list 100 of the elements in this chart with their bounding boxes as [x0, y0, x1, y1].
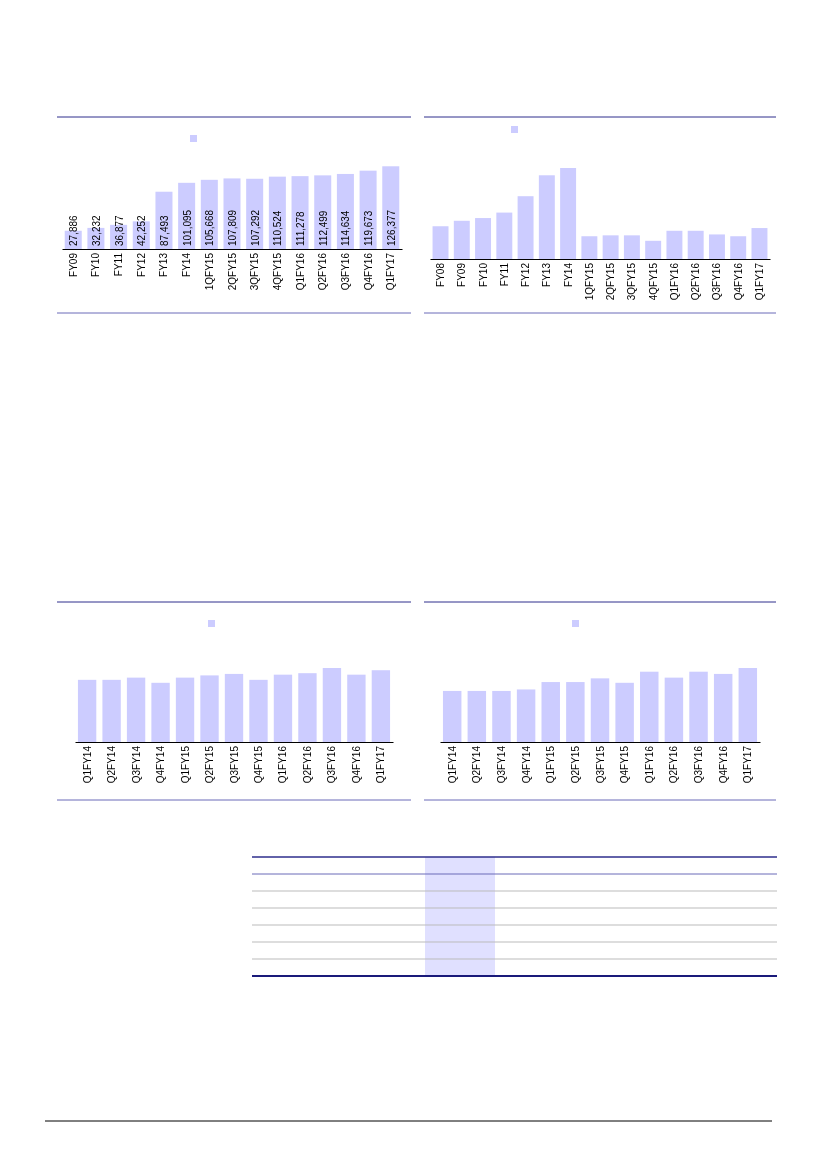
x-tick-label: Q4FY16 [362, 252, 374, 291]
x-tick-label: Q1FY16 [294, 252, 306, 291]
bar [738, 668, 758, 742]
x-tick-label: Q3FY15 [228, 745, 240, 784]
x-tick-label: FY13 [158, 252, 170, 277]
data-label: 32,232 [90, 214, 102, 246]
x-tick-label: Q4FY15 [619, 745, 631, 784]
x-tick-label: Q3FY16 [339, 252, 351, 291]
bar [223, 178, 241, 249]
bar [664, 677, 684, 742]
bar [224, 673, 244, 742]
x-tick-label: 3QFY15 [626, 262, 638, 301]
x-tick-label: Q2FY15 [569, 745, 581, 784]
x-tick-label: 4QFY15 [647, 262, 659, 301]
bar [615, 682, 634, 742]
data-label: 87,493 [158, 214, 170, 246]
x-tick-label: Q1FY15 [179, 745, 191, 784]
x-tick-label: Q2FY15 [204, 745, 216, 784]
x-tick-label: FY11 [113, 252, 125, 277]
x-tick-label: Q1FY17 [753, 262, 765, 301]
bar [602, 235, 619, 259]
data-label: 105,668 [204, 209, 216, 246]
data-label: 112,499 [317, 210, 329, 246]
bar [273, 674, 293, 742]
bar [453, 220, 470, 259]
bar [708, 234, 725, 259]
data-label: 107,292 [249, 209, 261, 246]
bar [126, 677, 146, 742]
bar [371, 670, 391, 742]
x-tick-label: FY12 [520, 262, 532, 287]
x-tick-label: Q4FY14 [520, 745, 532, 784]
x-tick-label: 1QFY15 [203, 252, 215, 291]
x-tick-label: Q4FY16 [732, 262, 744, 301]
x-tick-label: Q4FY15 [252, 745, 264, 784]
x-tick-label: 1QFY15 [583, 262, 595, 301]
bar [102, 679, 121, 742]
x-tick-label: Q4FY14 [155, 745, 167, 784]
x-tick-label: Q3FY14 [495, 745, 507, 784]
x-tick-label: Q1FY17 [385, 252, 397, 291]
bar [666, 230, 683, 259]
x-tick-label: Q1FY16 [643, 745, 655, 784]
x-tick-label: Q2FY16 [668, 745, 680, 784]
bar [566, 682, 585, 742]
bar [492, 690, 511, 742]
bar [541, 682, 560, 742]
data-label: 119,673 [363, 210, 375, 246]
x-tick-label: FY13 [541, 262, 553, 287]
bar [200, 675, 219, 742]
x-tick-label: Q2FY16 [690, 262, 702, 301]
x-tick-label: Q4FY16 [717, 745, 729, 784]
x-tick-label: 4QFY15 [271, 252, 283, 291]
data-label: 126,377 [385, 209, 397, 246]
x-tick-label: Q1FY14 [81, 745, 93, 784]
x-tick-label: Q3FY16 [326, 745, 338, 784]
x-tick-label: Q3FY14 [130, 745, 142, 784]
bar [687, 230, 704, 259]
x-tick-label: Q3FY15 [594, 745, 606, 784]
bar [560, 168, 577, 259]
bar [640, 671, 659, 742]
x-tick-label: FY12 [135, 252, 147, 277]
bar [77, 679, 97, 742]
x-tick-label: Q2FY16 [317, 252, 329, 291]
bar [442, 690, 462, 742]
x-tick-label: Q1FY16 [668, 262, 680, 301]
x-tick-label: Q1FY16 [277, 745, 289, 784]
x-tick-label: 3QFY15 [249, 252, 261, 291]
bar [151, 682, 170, 742]
x-tick-label: Q3FY16 [693, 745, 705, 784]
x-tick-label: Q1FY15 [545, 745, 557, 784]
x-tick-label: Q3FY16 [711, 262, 723, 301]
data-label: 114,634 [340, 210, 352, 246]
bar [623, 235, 640, 259]
x-tick-label: FY10 [477, 262, 489, 287]
x-tick-label: FY11 [498, 262, 510, 287]
x-tick-label: Q1FY17 [742, 745, 754, 784]
bar [645, 240, 662, 259]
bar [516, 689, 536, 742]
bar [175, 677, 195, 742]
x-tick-label: FY14 [181, 252, 193, 277]
bar [298, 673, 317, 742]
x-tick-label: Q1FY17 [375, 745, 387, 784]
x-tick-label: FY10 [90, 252, 102, 277]
x-tick-label: Q4FY16 [350, 745, 362, 784]
x-tick-label: 2QFY15 [226, 252, 238, 291]
x-tick-label: FY14 [562, 262, 574, 287]
bar [475, 218, 492, 259]
x-tick-label: Q2FY16 [301, 745, 313, 784]
bar [751, 228, 768, 259]
bar [581, 236, 598, 259]
x-tick-label: Q1FY14 [446, 745, 458, 784]
data-label: 110,524 [272, 210, 284, 246]
x-tick-label: FY09 [67, 252, 79, 277]
bar [689, 671, 708, 742]
bar [432, 226, 449, 259]
bar [730, 236, 747, 259]
x-tick-label: 2QFY15 [605, 262, 617, 301]
x-tick-label: Q2FY14 [106, 745, 118, 784]
data-label: 101,095 [181, 209, 193, 246]
bar [538, 175, 555, 259]
bar [713, 673, 733, 742]
